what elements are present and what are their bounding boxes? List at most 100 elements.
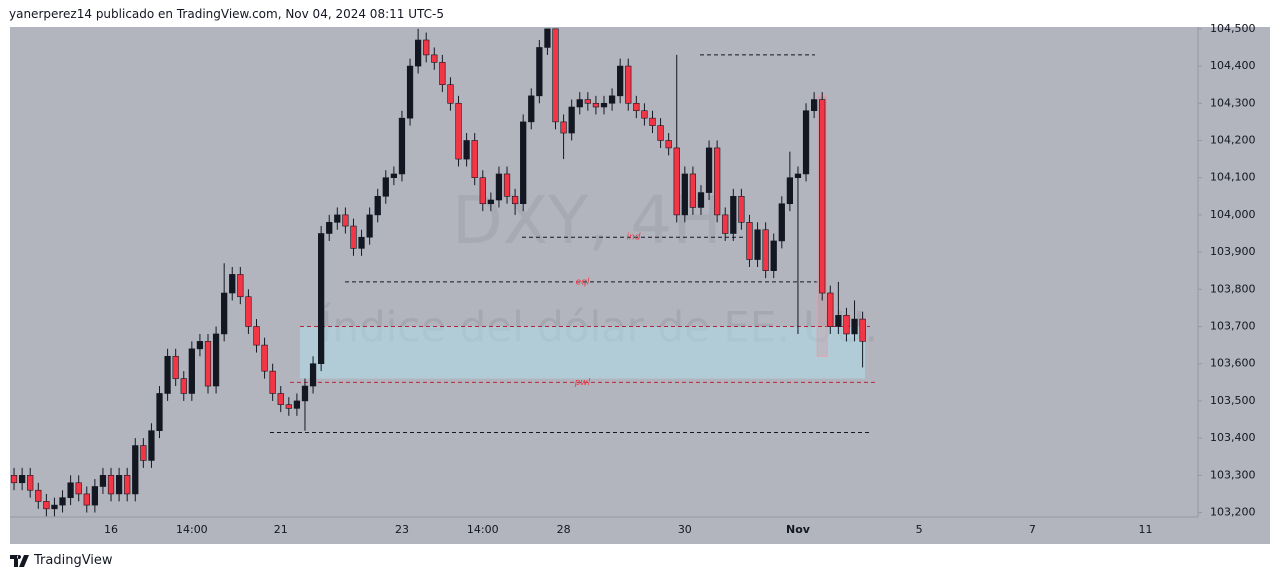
candle-body <box>843 315 850 335</box>
candle-body <box>237 274 244 298</box>
candle-body <box>447 84 454 104</box>
candle-body <box>398 117 406 175</box>
candle-body <box>156 393 163 431</box>
candle-body <box>293 400 301 409</box>
candle-body <box>301 385 309 402</box>
candle-body <box>633 102 640 112</box>
candle-body <box>802 110 810 175</box>
y-tick-label: 104,500 <box>1210 22 1256 35</box>
candle-body <box>35 489 42 502</box>
candle-body <box>681 173 688 216</box>
candle-body <box>253 326 260 346</box>
candle-body <box>625 65 632 104</box>
candle-body <box>762 229 769 271</box>
candle-body <box>746 222 753 260</box>
candle-body <box>657 125 664 141</box>
candle-body <box>358 236 365 249</box>
candle-body <box>342 214 349 227</box>
candle-body <box>107 475 115 495</box>
candle-body <box>115 475 123 495</box>
publish-info: yanerperez14 publicado en TradingView.co… <box>9 7 444 21</box>
y-tick-label: 103,800 <box>1210 282 1256 295</box>
candle-body <box>552 28 559 123</box>
x-tick-label: 7 <box>1029 523 1036 536</box>
candle-body <box>697 192 705 208</box>
x-tick-label: 5 <box>916 523 923 536</box>
level-label: pwl <box>574 378 591 388</box>
candle-body <box>600 102 608 108</box>
candle-body <box>536 47 543 97</box>
candle-body <box>770 240 777 271</box>
candle-body <box>859 318 866 342</box>
candle-body <box>617 65 624 97</box>
candle-body <box>75 482 82 495</box>
candle-body <box>164 355 171 394</box>
candle-body <box>18 475 26 484</box>
candle-body <box>414 39 422 67</box>
y-tick-label: 103,400 <box>1210 431 1256 444</box>
candle-body <box>204 341 212 387</box>
logo <box>10 554 29 567</box>
chart-background <box>10 27 1270 544</box>
candle-body <box>714 147 721 216</box>
candle-body <box>188 348 195 394</box>
brand: TradingView <box>34 553 113 568</box>
y-tick-label: 103,700 <box>1210 320 1256 333</box>
candle-body <box>851 318 858 335</box>
candle-body <box>285 404 292 409</box>
x-tick-label: 28 <box>557 523 571 536</box>
candle-body <box>326 222 333 234</box>
candle-body <box>479 177 486 205</box>
candle-body <box>439 62 446 85</box>
candle-body <box>584 99 591 104</box>
candle-body <box>819 99 826 294</box>
y-tick-label: 104,100 <box>1210 171 1256 184</box>
candle-body <box>576 99 583 108</box>
candle-body <box>180 378 187 394</box>
candle-body <box>730 195 737 234</box>
candle-body <box>665 140 672 149</box>
x-tick-label: 14:00 <box>176 523 208 536</box>
x-tick-label: Nov <box>786 523 811 536</box>
candle-body <box>592 102 600 108</box>
candle-body <box>568 106 575 134</box>
candle-body <box>318 233 325 365</box>
candle-body <box>754 229 761 260</box>
candle-body <box>67 482 74 498</box>
level-label: ind <box>627 233 641 243</box>
candle-body <box>406 65 414 119</box>
candle-body <box>27 475 34 491</box>
candle-body <box>366 214 373 238</box>
candle-body <box>471 140 478 178</box>
candle-body <box>511 195 519 205</box>
candle-body <box>374 195 381 216</box>
x-tick-label: 16 <box>104 523 118 536</box>
candle-body <box>309 363 317 387</box>
candle-body <box>455 102 462 160</box>
y-tick-label: 103,300 <box>1210 468 1256 481</box>
candle-body <box>59 497 66 506</box>
candle-body <box>334 214 341 223</box>
x-tick-label: 23 <box>395 523 409 536</box>
candle-body <box>99 475 107 487</box>
candle-body <box>786 177 794 205</box>
candle-body <box>608 95 616 104</box>
candle-body <box>689 173 697 208</box>
candle-body <box>649 117 656 126</box>
level-label: eql <box>576 277 590 287</box>
footer: TradingView <box>10 553 113 568</box>
candle-body <box>390 173 398 178</box>
candle-body <box>212 333 220 387</box>
candle-body <box>560 121 567 134</box>
y-tick-label: 104,400 <box>1210 59 1256 72</box>
y-tick-label: 104,000 <box>1210 208 1256 221</box>
candle-body <box>148 430 155 461</box>
candle-body <box>269 370 276 394</box>
candle-body <box>641 110 648 119</box>
candle-body <box>544 28 551 48</box>
y-tick-label: 103,900 <box>1210 245 1256 258</box>
candle-body <box>810 99 818 112</box>
candle-body <box>229 274 236 294</box>
